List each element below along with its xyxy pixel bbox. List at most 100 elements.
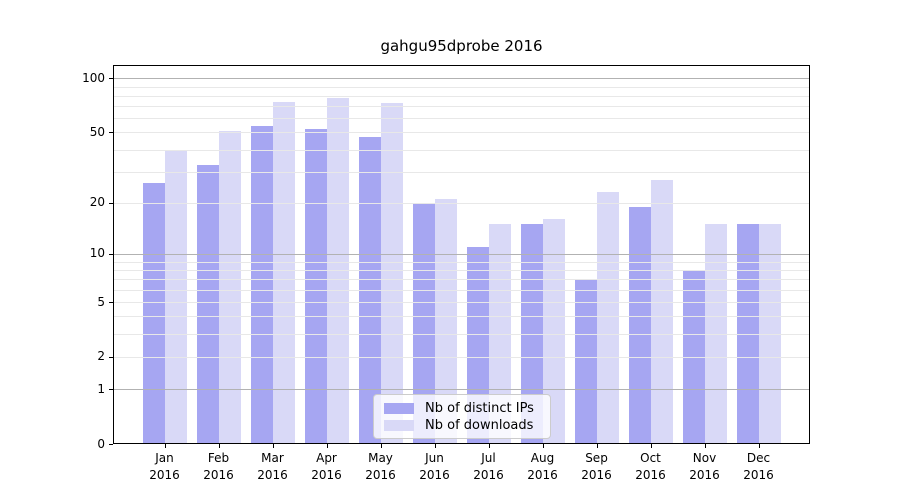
legend-label-downloads: Nb of downloads xyxy=(425,418,534,433)
x-tick-year: 2016 xyxy=(203,468,234,482)
x-tick-label-may: May 2016 xyxy=(353,450,409,484)
y-tick-mark-50 xyxy=(109,132,113,134)
x-tick-label-mar: Mar 2016 xyxy=(245,450,301,484)
y-tick-label-10: 10 xyxy=(89,246,105,261)
bar-downloads-feb xyxy=(218,130,241,444)
legend-swatch-distinct-ips xyxy=(384,403,414,414)
y-tick-label-20: 20 xyxy=(89,195,105,210)
bar-downloads-jun xyxy=(434,199,457,444)
y-tick-mark-0 xyxy=(109,444,113,445)
x-tick-year: 2016 xyxy=(365,468,396,482)
minor-gridline-4 xyxy=(113,316,810,318)
x-tick-month: Jul xyxy=(481,451,496,465)
minor-gridline-70 xyxy=(113,106,810,108)
x-tick-month: Jan xyxy=(155,451,174,465)
y-tick-label-1: 1 xyxy=(97,381,105,396)
x-tick-mark-may xyxy=(380,444,382,448)
minor-gridline-8 xyxy=(113,269,810,271)
y-tick-mark-100 xyxy=(109,78,113,80)
x-tick-year: 2016 xyxy=(257,468,288,482)
x-tick-label-dec: Dec 2016 xyxy=(731,450,787,484)
x-tick-month: Jun xyxy=(425,451,444,465)
y-tick-mark-1 xyxy=(109,389,113,391)
x-tick-month: Nov xyxy=(692,451,717,465)
x-tick-label-sep: Sep 2016 xyxy=(569,450,625,484)
x-tick-mark-aug xyxy=(542,444,544,448)
x-tick-month: Apr xyxy=(316,451,337,465)
bar-downloads-oct xyxy=(650,179,673,444)
legend-label-distinct-ips: Nb of distinct IPs xyxy=(425,401,534,416)
x-tick-month: May xyxy=(368,451,393,465)
x-tick-mark-sep xyxy=(596,444,598,448)
bar-distinct-ips-jan xyxy=(142,182,165,444)
bar-downloads-jan xyxy=(164,149,187,444)
x-tick-mark-jan xyxy=(164,444,166,448)
y-tick-mark-10 xyxy=(109,253,113,255)
minor-gridline-6 xyxy=(113,289,810,291)
x-tick-month: Mar xyxy=(261,451,284,465)
x-tick-year: 2016 xyxy=(149,468,180,482)
legend: Nb of distinct IPs Nb of downloads xyxy=(373,394,551,439)
x-tick-mark-oct xyxy=(650,444,652,448)
y-tick-label-0: 0 xyxy=(97,436,105,451)
y-tick-mark-5 xyxy=(109,302,113,303)
x-tick-label-jul: Jul 2016 xyxy=(461,450,517,484)
x-tick-label-jun: Jun 2016 xyxy=(407,450,463,484)
x-tick-year: 2016 xyxy=(635,468,666,482)
y-tick-mark-20 xyxy=(109,202,113,204)
x-tick-year: 2016 xyxy=(311,468,342,482)
x-tick-mark-apr xyxy=(326,444,328,448)
x-tick-label-oct: Oct 2016 xyxy=(623,450,679,484)
x-tick-year: 2016 xyxy=(689,468,720,482)
major-gridline-10 xyxy=(113,253,810,255)
bar-downloads-sep xyxy=(596,192,619,444)
bar-distinct-ips-oct xyxy=(628,206,651,444)
x-tick-mark-jun xyxy=(434,444,436,448)
legend-item-downloads: Nb of downloads xyxy=(384,418,542,433)
legend-item-distinct-ips: Nb of distinct IPs xyxy=(384,401,542,416)
chart-title: gahgu95dprobe 2016 xyxy=(380,37,543,55)
x-tick-mark-mar xyxy=(272,444,274,448)
minor-gridline-9 xyxy=(113,261,810,263)
major-gridline-100 xyxy=(113,78,810,80)
x-tick-month: Oct xyxy=(640,451,661,465)
bar-downloads-aug xyxy=(542,219,565,444)
minor-gridline-80 xyxy=(113,95,810,97)
x-tick-label-feb: Feb 2016 xyxy=(191,450,247,484)
x-tick-label-apr: Apr 2016 xyxy=(299,450,355,484)
minor-gridline-30 xyxy=(113,171,810,173)
minor-gridline-90 xyxy=(113,86,810,88)
y-tick-label-2: 2 xyxy=(97,349,105,364)
minor-gridline-3 xyxy=(113,334,810,336)
minor-gridline-7 xyxy=(113,279,810,281)
x-tick-mark-dec xyxy=(758,444,760,448)
bar-downloads-may xyxy=(380,102,403,444)
plot-area xyxy=(113,65,810,444)
x-tick-mark-jul xyxy=(488,444,490,448)
minor-gridline-20 xyxy=(113,202,810,204)
major-gridline-1 xyxy=(113,389,810,391)
minor-gridline-50 xyxy=(113,132,810,134)
bar-distinct-ips-sep xyxy=(574,279,597,444)
x-tick-month: Sep xyxy=(585,451,608,465)
y-tick-label-50: 50 xyxy=(89,124,105,139)
x-tick-year: 2016 xyxy=(743,468,774,482)
x-tick-month: Dec xyxy=(746,451,771,465)
x-tick-year: 2016 xyxy=(473,468,504,482)
x-tick-month: Aug xyxy=(530,451,555,465)
x-tick-year: 2016 xyxy=(527,468,558,482)
x-tick-label-nov: Nov 2016 xyxy=(677,450,733,484)
minor-gridline-2 xyxy=(113,356,810,358)
bar-distinct-ips-apr xyxy=(304,129,327,444)
bar-distinct-ips-feb xyxy=(196,164,219,444)
x-tick-label-jan: Jan 2016 xyxy=(137,450,193,484)
x-tick-mark-nov xyxy=(704,444,706,448)
bar-downloads-mar xyxy=(272,101,295,444)
minor-gridline-60 xyxy=(113,118,810,120)
minor-gridline-5 xyxy=(113,302,810,303)
bar-distinct-ips-mar xyxy=(250,126,273,444)
x-tick-month: Feb xyxy=(207,451,230,465)
minor-gridline-40 xyxy=(113,149,810,151)
bar-distinct-ips-jun xyxy=(412,202,435,444)
